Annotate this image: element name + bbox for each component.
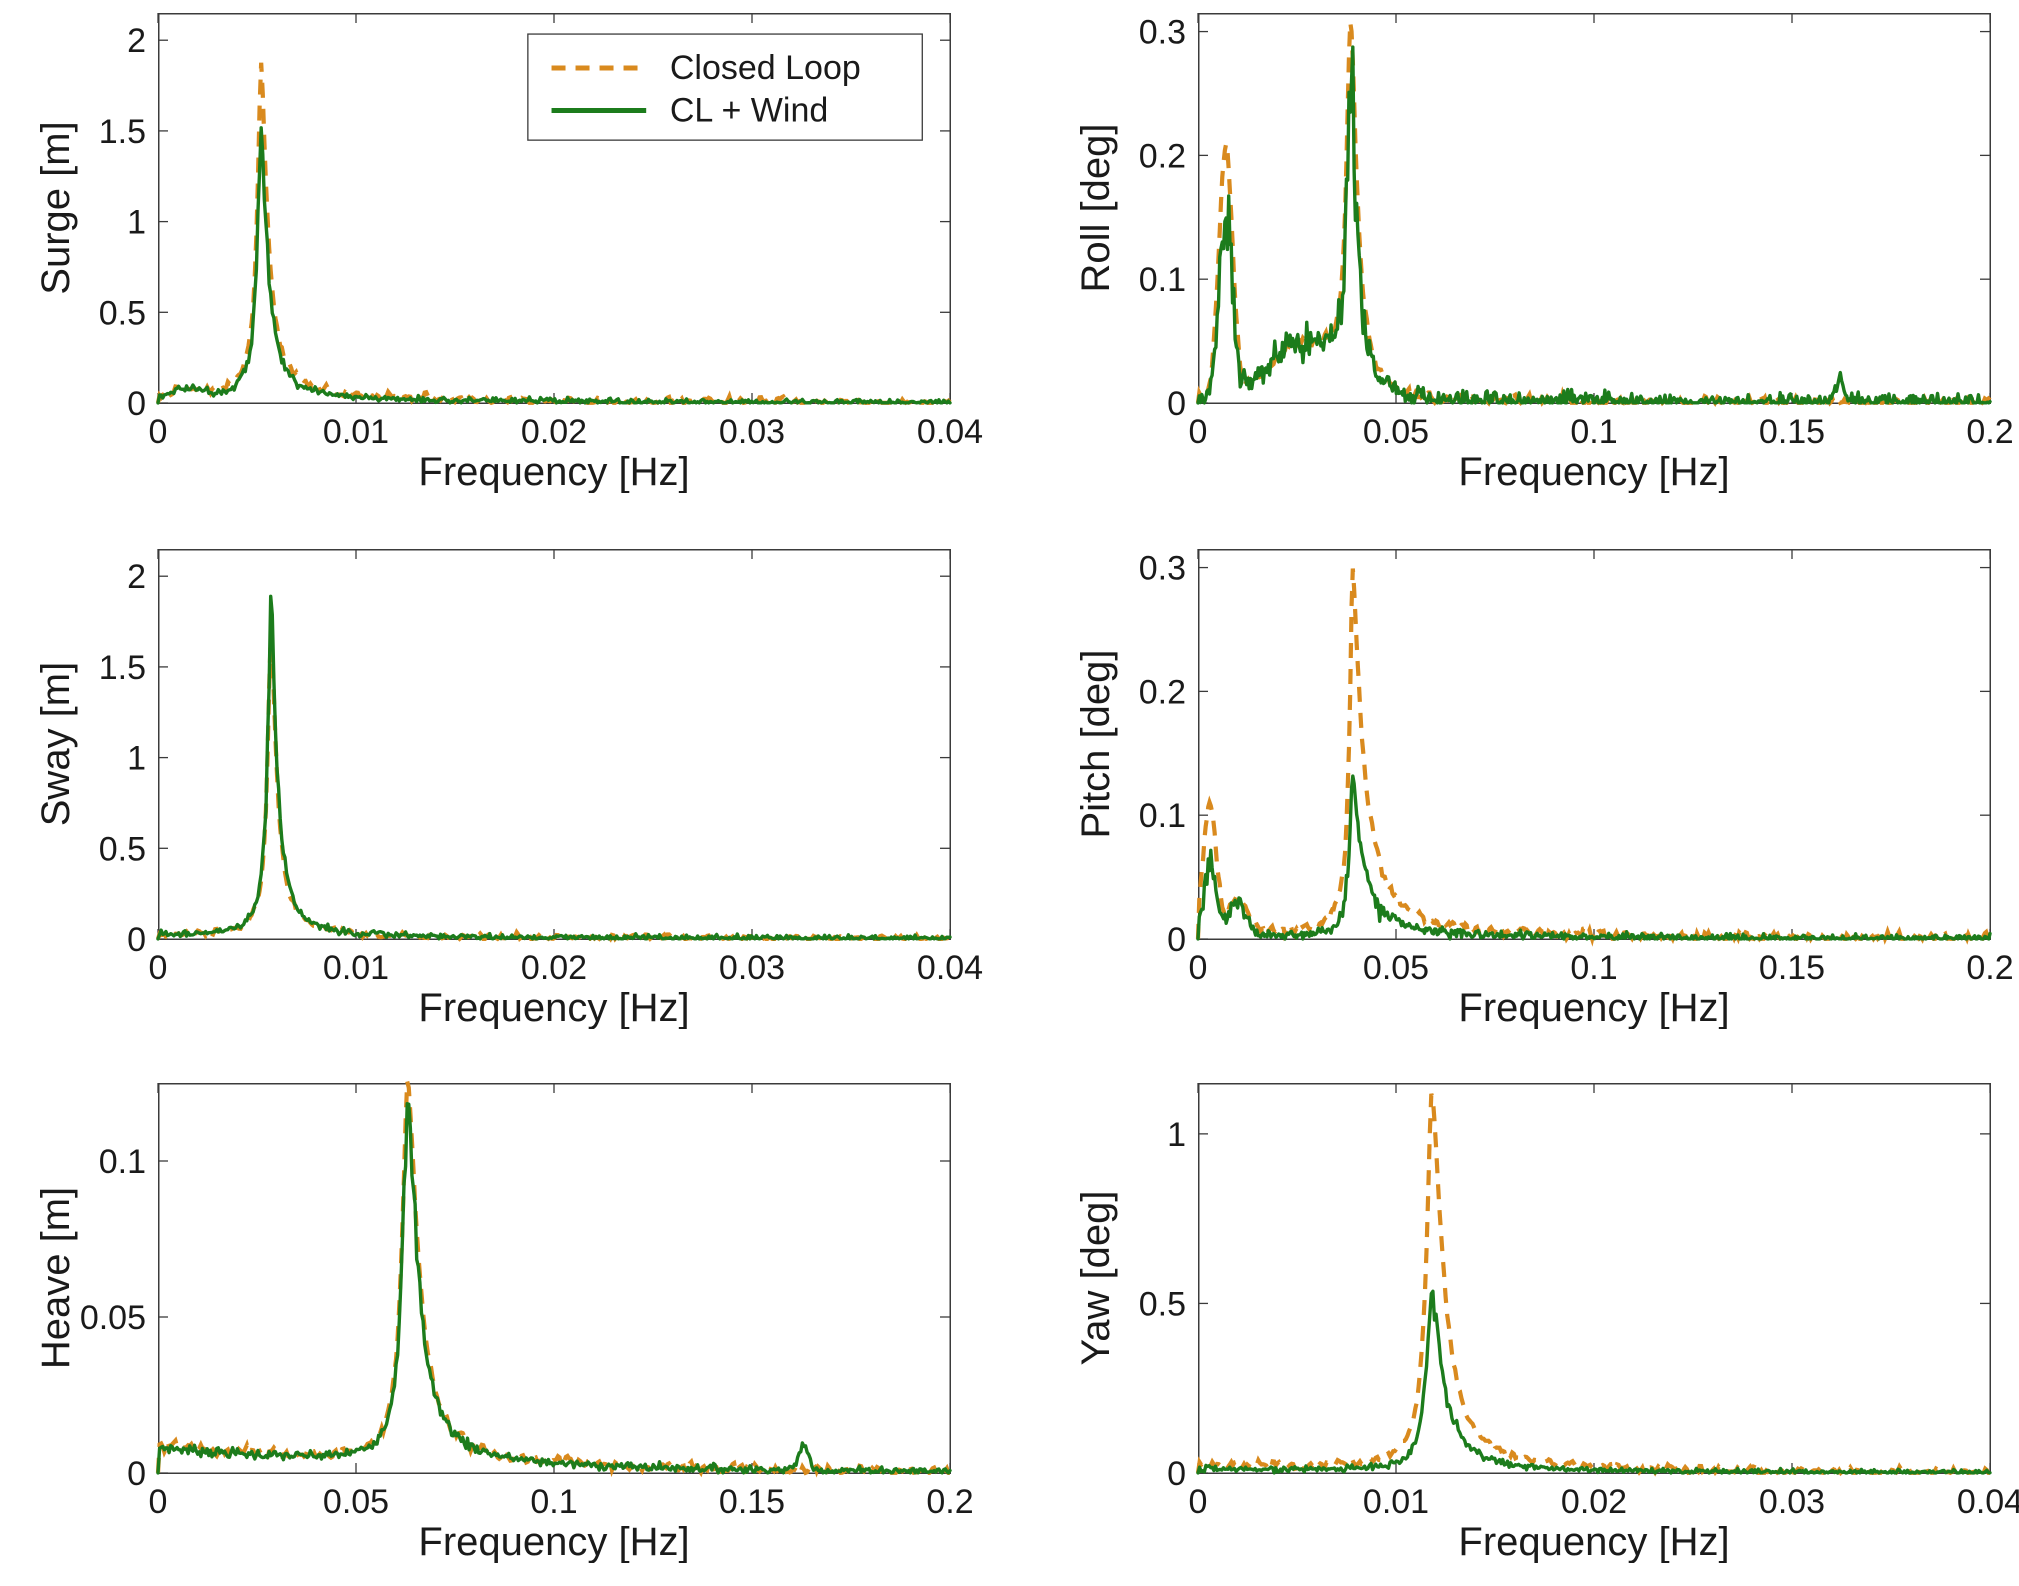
svg-text:0.05: 0.05 <box>80 1299 146 1337</box>
svg-text:0: 0 <box>1189 413 1208 451</box>
svg-text:0: 0 <box>1189 949 1208 987</box>
svg-text:0.03: 0.03 <box>1759 1483 1825 1521</box>
svg-text:0.15: 0.15 <box>1759 413 1825 451</box>
svg-text:0.03: 0.03 <box>719 949 785 987</box>
svg-text:0.2: 0.2 <box>1966 949 2013 987</box>
svg-text:0.01: 0.01 <box>1363 1483 1429 1521</box>
svg-text:0: 0 <box>1167 385 1186 423</box>
svg-text:Frequency [Hz]: Frequency [Hz] <box>1458 986 1729 1029</box>
svg-text:0: 0 <box>1167 921 1186 959</box>
svg-text:0: 0 <box>127 385 146 423</box>
svg-text:0.15: 0.15 <box>719 1483 785 1521</box>
svg-text:0: 0 <box>127 1455 146 1493</box>
svg-text:0: 0 <box>127 921 146 959</box>
svg-text:0.1: 0.1 <box>530 1483 577 1521</box>
svg-text:0: 0 <box>1167 1455 1186 1493</box>
svg-text:0.02: 0.02 <box>1561 1483 1627 1521</box>
svg-text:0.05: 0.05 <box>1363 949 1429 987</box>
svg-text:0.01: 0.01 <box>323 949 389 987</box>
svg-text:0.03: 0.03 <box>719 413 785 451</box>
svg-text:0: 0 <box>149 413 168 451</box>
svg-text:CL + Wind: CL + Wind <box>670 91 828 129</box>
svg-text:2: 2 <box>127 22 146 60</box>
svg-text:0.3: 0.3 <box>1139 550 1186 588</box>
svg-text:1.5: 1.5 <box>99 113 146 151</box>
svg-text:0.1: 0.1 <box>1570 949 1617 987</box>
svg-text:0.1: 0.1 <box>1139 261 1186 299</box>
svg-text:0.02: 0.02 <box>521 413 587 451</box>
svg-text:0.5: 0.5 <box>99 830 146 868</box>
svg-text:1.5: 1.5 <box>99 649 146 687</box>
svg-text:0.05: 0.05 <box>1363 413 1429 451</box>
svg-text:Frequency [Hz]: Frequency [Hz] <box>1458 1520 1729 1563</box>
svg-text:1: 1 <box>1167 1116 1186 1154</box>
svg-text:0: 0 <box>149 1483 168 1521</box>
svg-text:Frequency [Hz]: Frequency [Hz] <box>418 450 689 493</box>
svg-text:0.1: 0.1 <box>99 1143 146 1181</box>
svg-text:0.5: 0.5 <box>1139 1285 1186 1323</box>
svg-text:0.1: 0.1 <box>1570 413 1617 451</box>
svg-text:1: 1 <box>127 204 146 242</box>
svg-text:0.05: 0.05 <box>323 1483 389 1521</box>
svg-text:Closed Loop: Closed Loop <box>670 49 861 87</box>
svg-text:0.04: 0.04 <box>917 949 983 987</box>
svg-text:Frequency [Hz]: Frequency [Hz] <box>418 1520 689 1563</box>
svg-text:0.2: 0.2 <box>926 1483 973 1521</box>
svg-text:2: 2 <box>127 558 146 596</box>
svg-text:0: 0 <box>149 949 168 987</box>
svg-text:1: 1 <box>127 740 146 778</box>
svg-text:0.01: 0.01 <box>323 413 389 451</box>
svg-text:Frequency [Hz]: Frequency [Hz] <box>418 986 689 1029</box>
svg-text:0.2: 0.2 <box>1139 137 1186 175</box>
svg-text:0.2: 0.2 <box>1966 413 2013 451</box>
svg-text:0.2: 0.2 <box>1139 673 1186 711</box>
svg-text:0.1: 0.1 <box>1139 797 1186 835</box>
svg-text:0.02: 0.02 <box>521 949 587 987</box>
svg-text:0.04: 0.04 <box>917 413 983 451</box>
svg-text:0.5: 0.5 <box>99 294 146 332</box>
svg-text:0.3: 0.3 <box>1139 14 1186 52</box>
svg-text:0.15: 0.15 <box>1759 949 1825 987</box>
svg-text:Frequency [Hz]: Frequency [Hz] <box>1458 450 1729 493</box>
svg-text:0: 0 <box>1189 1483 1208 1521</box>
svg-text:0.04: 0.04 <box>1957 1483 2019 1521</box>
